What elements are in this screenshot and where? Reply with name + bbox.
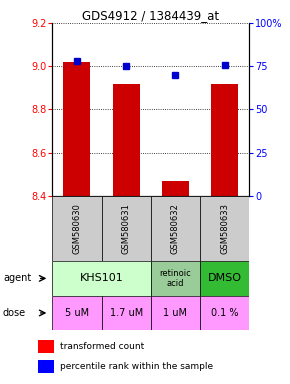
Bar bbox=[38, 340, 54, 353]
Bar bbox=[200, 261, 249, 296]
Bar bbox=[162, 181, 189, 196]
Text: 1.7 uM: 1.7 uM bbox=[110, 308, 143, 318]
Text: retinoic
acid: retinoic acid bbox=[160, 269, 191, 288]
Text: GSM580630: GSM580630 bbox=[72, 203, 81, 254]
Bar bbox=[200, 196, 249, 261]
Text: GSM580632: GSM580632 bbox=[171, 203, 180, 254]
Bar bbox=[102, 196, 151, 261]
Bar bbox=[52, 296, 102, 330]
Bar bbox=[211, 84, 238, 196]
Bar bbox=[38, 360, 54, 372]
Text: percentile rank within the sample: percentile rank within the sample bbox=[60, 362, 213, 371]
Bar bbox=[151, 261, 200, 296]
Text: 5 uM: 5 uM bbox=[65, 308, 89, 318]
Text: GSM580633: GSM580633 bbox=[220, 203, 229, 254]
Text: 1 uM: 1 uM bbox=[164, 308, 187, 318]
Text: GSM580631: GSM580631 bbox=[122, 203, 131, 254]
Text: KHS101: KHS101 bbox=[80, 273, 123, 283]
Bar bbox=[200, 296, 249, 330]
Bar bbox=[63, 62, 90, 196]
Bar bbox=[151, 196, 200, 261]
Text: transformed count: transformed count bbox=[60, 342, 145, 351]
Title: GDS4912 / 1384439_at: GDS4912 / 1384439_at bbox=[82, 9, 219, 22]
Text: dose: dose bbox=[3, 308, 26, 318]
Bar bbox=[113, 84, 140, 196]
Bar bbox=[151, 296, 200, 330]
Text: 0.1 %: 0.1 % bbox=[211, 308, 238, 318]
Text: DMSO: DMSO bbox=[208, 273, 242, 283]
Text: agent: agent bbox=[3, 273, 31, 283]
Bar bbox=[102, 296, 151, 330]
Bar bbox=[52, 196, 102, 261]
Bar bbox=[52, 261, 151, 296]
